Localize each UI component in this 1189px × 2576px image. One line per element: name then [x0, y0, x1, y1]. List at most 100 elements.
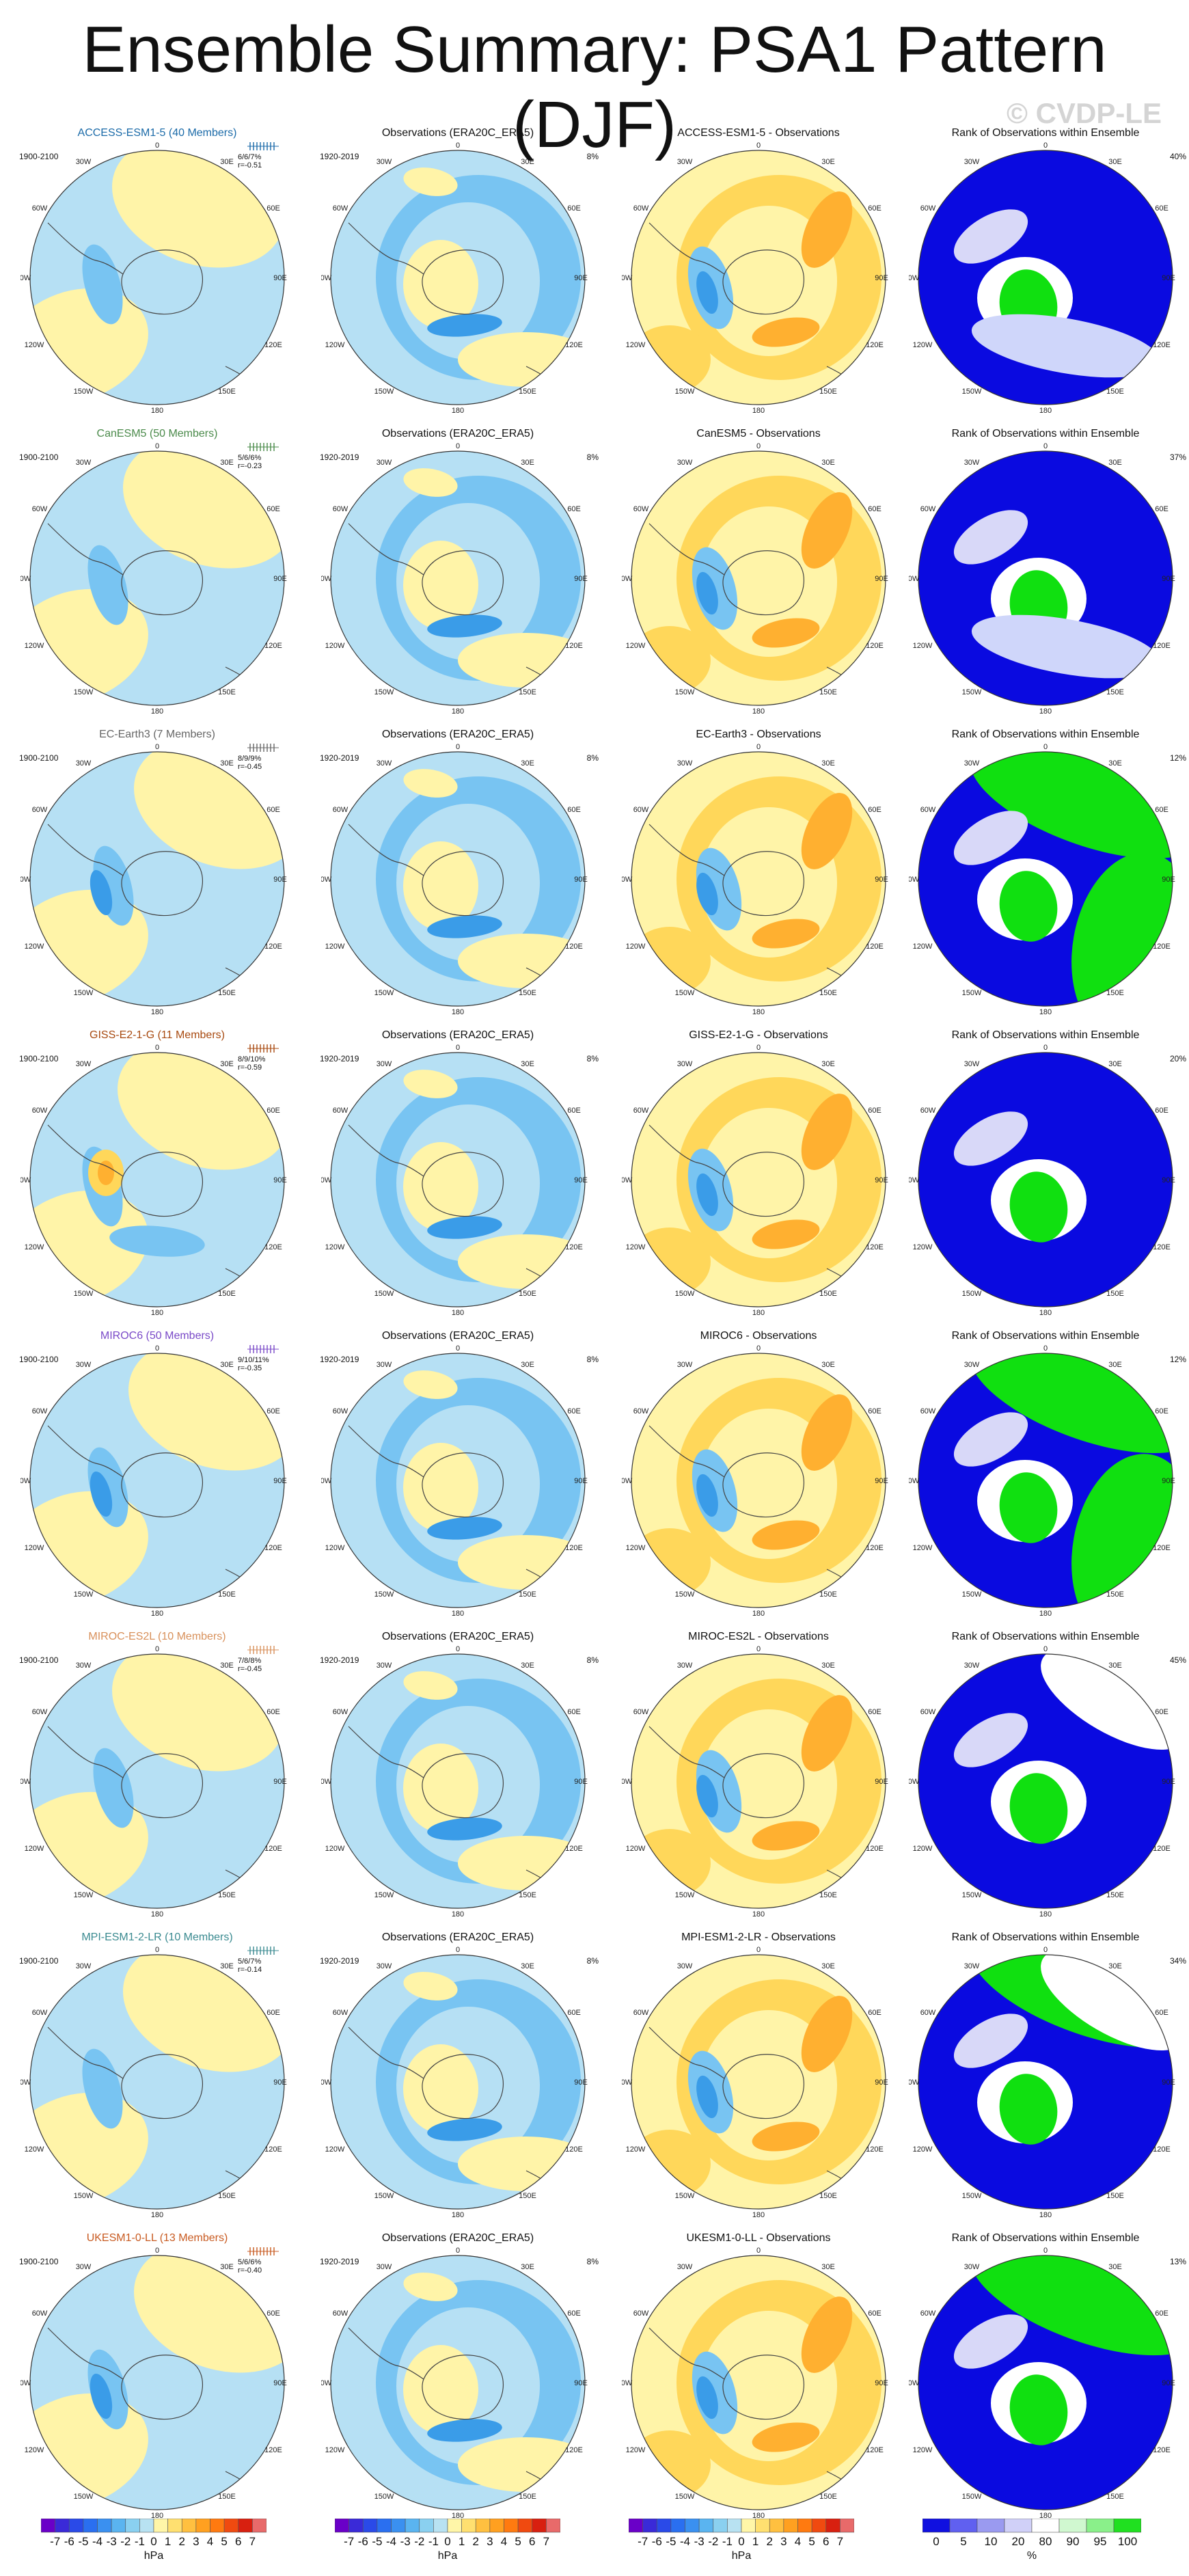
lon-label-l3: 90W	[622, 1477, 633, 1485]
lon-label-bottom: 180	[752, 2211, 765, 2219]
lon-label-l2: 60W	[333, 204, 348, 213]
lon-label-r4: 120E	[264, 642, 282, 650]
lon-label-r1: 30E	[1108, 2263, 1122, 2271]
lon-label-r5: 150E	[519, 388, 536, 396]
lon-label-l5: 150W	[962, 2192, 982, 2200]
colorbar-swatch	[1004, 2518, 1033, 2533]
panel-title: Observations (ERA20C_ERA5)	[381, 1330, 534, 1342]
colorbar-tick: 0	[738, 2535, 745, 2548]
colorbar-tick: 6	[529, 2535, 536, 2548]
polar-map: 0 180 30W 60W 90W 120W 150W 30E 60E 90E 120E 150E	[321, 1044, 588, 1316]
panel-title: MPI-ESM1-2-LR (10 Members)	[81, 1931, 233, 1943]
stat-pct: 9/10/11%	[238, 1356, 269, 1364]
lon-label-l2: 60W	[333, 2309, 348, 2318]
lon-label-l2: 60W	[633, 1107, 649, 1115]
lon-label-l1: 30W	[964, 2263, 980, 2271]
colorbar-swatch	[97, 2518, 112, 2533]
stat-pct: 8/9/10%	[238, 1055, 266, 1063]
lon-label-bottom: 180	[752, 1008, 765, 1016]
difference-panel: UKESM1-0-LL - Observations 0 180 30W 60W 90W 1…	[615, 2232, 902, 2526]
lon-label-top: 0	[1043, 2247, 1048, 2255]
colorbar-swatch	[83, 2518, 98, 2533]
colorbar-swatch	[783, 2518, 798, 2533]
member-strip	[247, 1646, 279, 1654]
lon-label-l1: 30W	[76, 158, 92, 166]
obs-pct: 8%	[586, 2257, 599, 2266]
lon-label-bottom: 180	[752, 1610, 765, 1617]
polar-map: 0 180 30W 60W 90W 120W 150W 30E 60E 90E 120E 150E	[622, 1645, 888, 1918]
polar-map: 0 180 30W 60W 90W 120W 150W 30E 60E 90E 120E 150E	[20, 442, 287, 715]
colorbar-swatch	[698, 2518, 714, 2533]
ensemble-stats: 5/6/6% r=-0.40	[238, 2258, 262, 2275]
lon-label-l2: 60W	[32, 1708, 48, 1716]
lon-label-r2: 60E	[868, 505, 882, 513]
stat-pct: 8/9/9%	[238, 755, 262, 763]
lon-label-l2: 60W	[32, 204, 48, 213]
lon-label-l5: 150W	[962, 388, 982, 396]
lon-label-l4: 120W	[913, 2446, 933, 2454]
obs-years: 1920-2019	[320, 753, 359, 763]
lon-label-l3: 90W	[20, 2078, 31, 2087]
lon-label-l4: 120W	[626, 943, 646, 951]
model-years: 1900-2100	[19, 1655, 59, 1665]
lon-label-bottom: 180	[452, 407, 464, 414]
lon-label-l4: 120W	[913, 943, 933, 951]
difference-panel: GISS-E2-1-G - Observations 0 180 30W 60W 90W 1…	[615, 1029, 902, 1323]
lon-label-r3: 90E	[273, 1778, 287, 1786]
colorbar-tick: 1	[164, 2535, 172, 2548]
ensemble-stats: 6/6/7% r=-0.51	[238, 153, 262, 170]
lon-label-r5: 150E	[819, 1290, 837, 1298]
lon-label-l3: 90W	[321, 1477, 332, 1485]
lon-label-l1: 30W	[76, 459, 92, 467]
lon-label-r4: 120E	[866, 1845, 884, 1853]
colorbar-swatch	[153, 2518, 168, 2533]
polar-map: 0 180 30W 60W 90W 120W 150W 30E 60E 90E 120E 150E	[321, 442, 588, 715]
member-strip	[247, 2247, 279, 2255]
lon-label-r2: 60E	[1155, 1708, 1168, 1716]
lon-label-l1: 30W	[377, 2263, 392, 2271]
panel-title: Observations (ERA20C_ERA5)	[381, 428, 534, 439]
lon-label-l2: 60W	[333, 1708, 348, 1716]
lon-label-l3: 90W	[909, 1176, 920, 1184]
lon-label-r1: 30E	[220, 1361, 234, 1369]
lon-label-r2: 60E	[266, 1708, 280, 1716]
difference-panel: CanESM5 - Observations 0 180 30W 60W 90W 120W 1…	[615, 428, 902, 722]
lon-label-r4: 120E	[565, 2446, 583, 2454]
lon-label-l4: 120W	[25, 943, 44, 951]
lon-label-l5: 150W	[374, 1891, 394, 1899]
panel-title: GISS-E2-1-G (11 Members)	[90, 1029, 225, 1041]
lon-label-r4: 120E	[264, 1544, 282, 1552]
lon-label-l1: 30W	[377, 1060, 392, 1068]
model-years: 1900-2100	[19, 1956, 59, 1966]
colorbar-tick: 2	[178, 2535, 185, 2548]
lon-label-l5: 150W	[962, 2493, 982, 2501]
panel-title: MIROC-ES2L - Observations	[688, 1631, 829, 1642]
observation-pattern-panel: Observations (ERA20C_ERA5) 1920-2019 8% 0 18…	[314, 428, 601, 722]
lon-label-l4: 120W	[25, 642, 44, 650]
lon-label-r3: 90E	[1162, 2078, 1175, 2087]
lon-label-r4: 120E	[565, 341, 583, 349]
lon-label-r5: 150E	[218, 688, 236, 696]
lon-label-l4: 120W	[626, 2446, 646, 2454]
lon-label-l1: 30W	[377, 1361, 392, 1369]
lon-label-l4: 120W	[626, 341, 646, 349]
lon-label-l3: 90W	[622, 1176, 633, 1184]
lon-label-l2: 60W	[920, 2309, 936, 2318]
lon-label-bottom: 180	[752, 2512, 765, 2519]
colorbar-swatch	[447, 2518, 462, 2533]
lon-label-r5: 150E	[1106, 2192, 1124, 2200]
colorbar-tick: -7	[344, 2535, 355, 2548]
lon-label-l3: 90W	[321, 1176, 332, 1184]
lon-label-r4: 120E	[866, 642, 884, 650]
difference-panel: MPI-ESM1-2-LR - Observations 0 180 30W 60W 90…	[615, 1931, 902, 2225]
lon-label-l4: 120W	[325, 1243, 345, 1251]
polar-map: 0 180 30W 60W 90W 120W 150W 30E 60E 90E 120E 150E	[20, 2247, 287, 2519]
lon-label-r1: 30E	[1108, 1962, 1122, 1970]
lon-label-top: 0	[1043, 141, 1048, 150]
lon-label-bottom: 180	[452, 1910, 464, 1918]
lon-label-l4: 120W	[25, 1243, 44, 1251]
stat-pct: 6/6/7%	[238, 153, 262, 161]
lon-label-r1: 30E	[220, 2263, 234, 2271]
lon-label-r5: 150E	[519, 1891, 536, 1899]
lon-label-r5: 150E	[519, 1590, 536, 1599]
